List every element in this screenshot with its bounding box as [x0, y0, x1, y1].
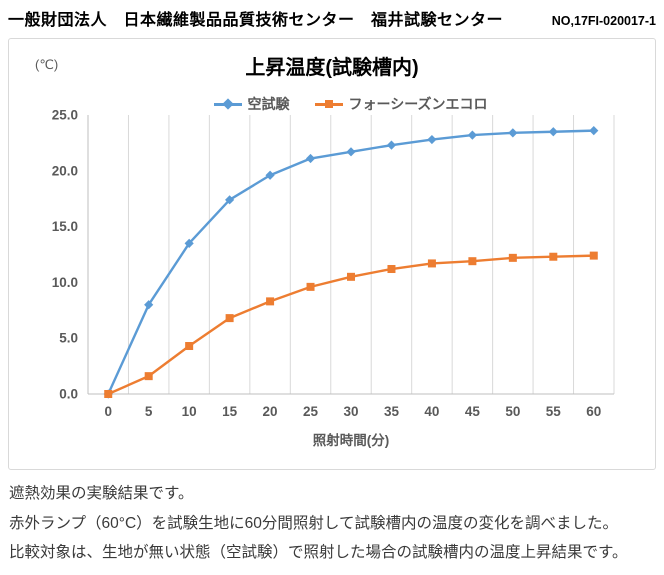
- x-tick-label: 10: [182, 404, 197, 419]
- description-line-2: 赤外ランプ（60°C）を試験生地に60分間照射して試験槽内の温度の変化を調べまし…: [9, 514, 618, 532]
- data-point-diamond: [265, 170, 275, 180]
- x-tick-label: 55: [546, 404, 562, 419]
- data-point-diamond: [467, 130, 477, 140]
- data-point-square: [589, 251, 598, 260]
- description-line-1: 遮熱効果の実験結果です。: [9, 485, 194, 502]
- x-axis-title: 照射時間(分): [312, 433, 390, 448]
- x-tick-label: 15: [222, 404, 238, 419]
- data-point-square: [185, 342, 194, 351]
- plot-area: 0.0 5.0 10.0 15.0 20.0 25.0 0 5 10 15 20 25 30 35 40 45…: [52, 108, 615, 419]
- data-point-square: [549, 252, 558, 261]
- header-organization: 一般財団法人 日本繊維製品品質技術センター 福井試験センター: [8, 12, 504, 29]
- y-tick-label: 0.0: [59, 387, 78, 402]
- series-line-diamond: [107, 129, 595, 396]
- data-point-square: [468, 257, 477, 266]
- data-point-diamond: [305, 153, 316, 164]
- legend-marker-diamond-icon: [214, 98, 243, 110]
- y-tick-label: 5.0: [59, 331, 78, 346]
- data-point-square: [306, 282, 315, 291]
- legend-marker-square-icon: [315, 99, 344, 109]
- y-axis-unit-label: (℃): [35, 57, 59, 72]
- x-tick-label: 0: [104, 404, 112, 419]
- data-point-diamond: [144, 300, 154, 310]
- legend-label: 空試験: [247, 96, 290, 112]
- data-point-square: [266, 297, 275, 306]
- description-line-3: 比較対象は、生地が無い状態（空試験）で照射した場合の試験槽内の温度上昇結果です。: [9, 544, 628, 561]
- data-point-square: [427, 259, 436, 268]
- x-tick-label: 35: [384, 404, 400, 419]
- data-point-square: [508, 253, 517, 262]
- y-tick-label: 10.0: [52, 275, 78, 290]
- y-tick-label: 25.0: [52, 108, 78, 123]
- data-point-diamond: [548, 127, 558, 137]
- data-point-diamond: [386, 140, 397, 150]
- x-tick-label: 30: [343, 404, 358, 419]
- data-point-square: [104, 390, 113, 398]
- x-tick-label: 5: [145, 404, 153, 419]
- chart-legend: 空試験 フォーシーズンエコロ: [88, 95, 614, 113]
- data-point-diamond: [184, 238, 194, 248]
- data-point-diamond: [589, 126, 599, 136]
- data-point-diamond: [225, 195, 235, 205]
- data-point-square: [225, 314, 234, 323]
- temperature-chart: (℃) 上昇温度(試験槽内) 空試験 フォーシーズンエコロ 0.0 5.0 10.0 1…: [8, 38, 656, 470]
- chart-title: 上昇温度(試験槽内): [245, 57, 419, 79]
- y-tick-label: 20.0: [52, 163, 78, 178]
- data-point-diamond: [508, 128, 518, 138]
- x-tick-label: 45: [465, 404, 481, 419]
- data-point-diamond: [427, 134, 437, 145]
- x-tick-label: 25: [303, 404, 319, 419]
- x-tick-label: 20: [263, 404, 278, 419]
- data-point-diamond: [346, 147, 356, 157]
- x-tick-label: 50: [505, 404, 520, 419]
- data-point-square: [387, 265, 396, 274]
- description-text: 遮熱効果の実験結果です。 赤外ランプ（60°C）を試験生地に60分間照射して試験…: [9, 479, 656, 568]
- data-point-square: [347, 272, 355, 281]
- legend-item: 空試験: [214, 94, 289, 114]
- report-header: 一般財団法人 日本繊維製品品質技術センター 福井試験センター NO,17FI-0…: [8, 6, 656, 30]
- x-tick-label: 40: [424, 404, 439, 419]
- header-doc-number: NO,17FI-020017-1: [551, 14, 656, 28]
- legend-label: フォーシーズンエコロ: [348, 96, 488, 112]
- legend-item: フォーシーズンエコロ: [315, 94, 488, 114]
- y-tick-label: 15.0: [52, 219, 78, 234]
- x-tick-label: 60: [586, 404, 601, 419]
- data-point-square: [144, 372, 153, 381]
